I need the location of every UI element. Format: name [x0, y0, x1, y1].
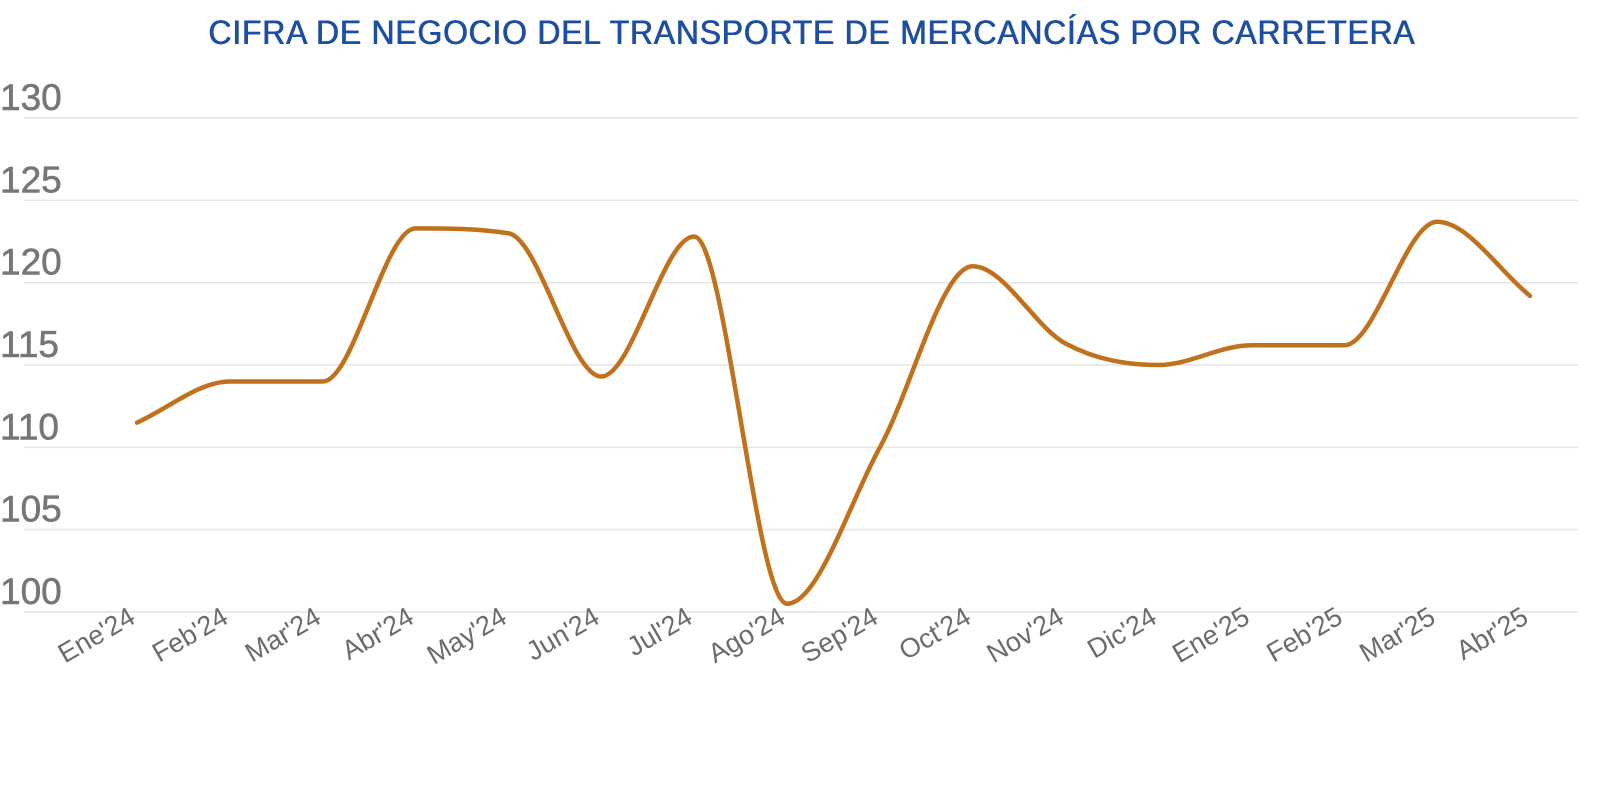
svg-text:130: 130 [0, 77, 62, 118]
svg-text:Mar'24: Mar'24 [240, 601, 326, 668]
svg-text:120: 120 [0, 242, 62, 283]
svg-text:Feb'24: Feb'24 [147, 601, 233, 668]
svg-text:Feb'25: Feb'25 [1261, 601, 1347, 668]
svg-text:100: 100 [0, 571, 62, 612]
svg-text:125: 125 [0, 159, 62, 200]
svg-text:Jun'24: Jun'24 [521, 601, 604, 666]
svg-text:110: 110 [0, 406, 59, 447]
svg-text:Mar'25: Mar'25 [1354, 601, 1440, 668]
svg-text:Oct'24: Oct'24 [894, 601, 976, 666]
svg-text:Jul'24: Jul'24 [622, 601, 697, 662]
svg-text:Dic'24: Dic'24 [1082, 601, 1161, 664]
svg-text:Abr'25: Abr'25 [1451, 601, 1533, 666]
svg-text:115: 115 [0, 324, 59, 365]
svg-text:105: 105 [0, 489, 62, 530]
svg-text:Abr'24: Abr'24 [337, 601, 419, 666]
